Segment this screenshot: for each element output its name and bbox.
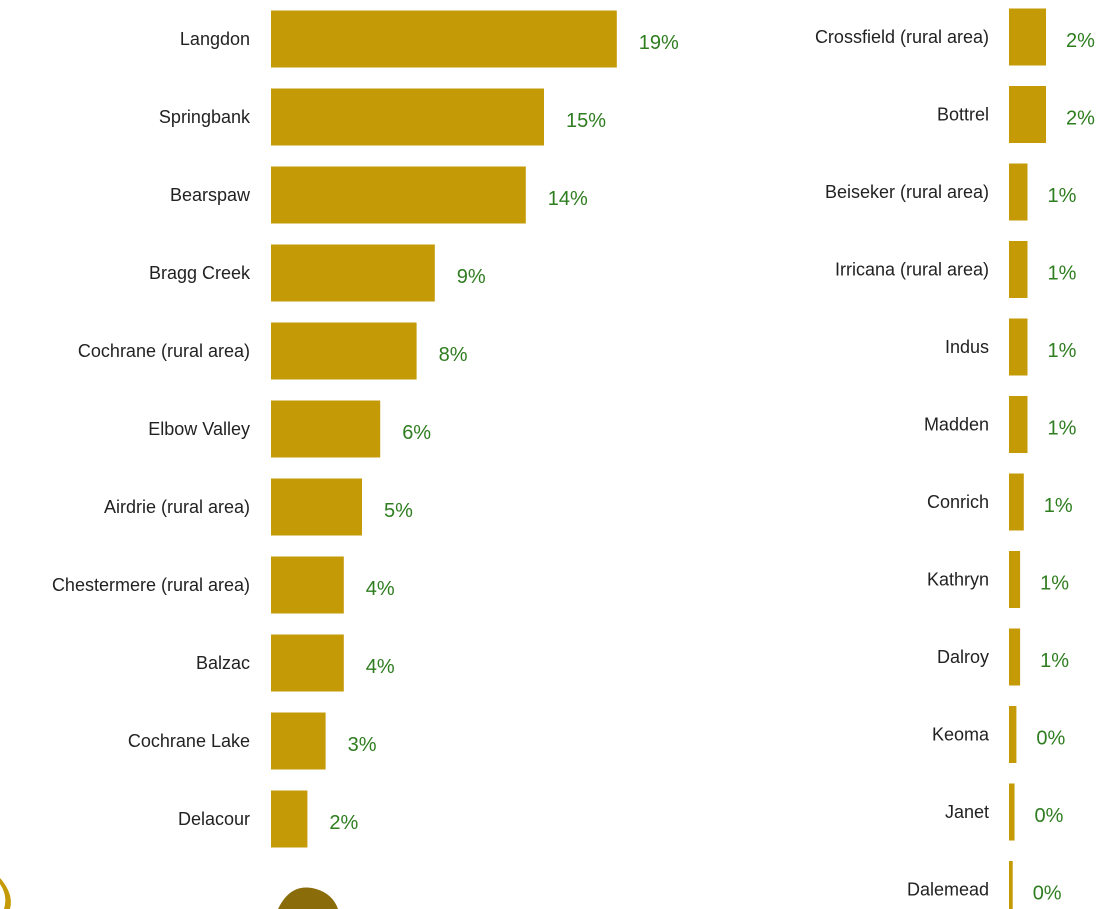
right-bar-chart: Crossfield (rural area) 2% Bottrel 2% Beisek… — [815, 8, 1095, 909]
category-label: Langdon — [180, 29, 250, 49]
bar — [271, 634, 344, 692]
category-label: Madden — [924, 415, 989, 435]
value-label: 6% — [402, 422, 431, 444]
bar — [271, 322, 417, 380]
bar — [1009, 241, 1028, 298]
category-label: Cochrane Lake — [128, 731, 250, 751]
value-label: 2% — [1066, 30, 1095, 52]
decorative-blob-icon — [278, 887, 338, 909]
bar — [1009, 396, 1028, 453]
category-label: Balzac — [196, 653, 250, 673]
bar — [271, 790, 308, 848]
value-label: 1% — [1040, 573, 1069, 595]
category-label: Janet — [945, 802, 989, 822]
value-label: 1% — [1048, 340, 1077, 362]
value-label: 1% — [1044, 495, 1073, 517]
bar — [1009, 473, 1024, 531]
value-label: 19% — [639, 32, 679, 54]
bar — [1009, 706, 1017, 763]
value-label: 1% — [1048, 418, 1077, 440]
category-label: Airdrie (rural area) — [104, 497, 250, 517]
value-label: 0% — [1036, 728, 1065, 750]
category-label: Conrich — [927, 492, 989, 512]
value-label: 8% — [439, 344, 468, 366]
category-label: Cochrane (rural area) — [78, 341, 250, 361]
category-label: Elbow Valley — [148, 419, 250, 439]
value-label: 0% — [1033, 883, 1062, 905]
category-label: Keoma — [932, 725, 990, 745]
category-label: Dalemead — [907, 880, 989, 900]
bar — [271, 88, 544, 146]
bar — [1009, 318, 1028, 376]
bar — [1009, 551, 1021, 608]
category-label: Delacour — [178, 809, 250, 829]
value-label: 3% — [348, 734, 377, 756]
value-label: 2% — [1066, 108, 1095, 130]
value-label: 4% — [366, 578, 395, 600]
category-label: Indus — [945, 337, 989, 357]
value-label: 4% — [366, 656, 395, 678]
value-label: 9% — [457, 266, 486, 288]
value-label: 1% — [1048, 263, 1077, 285]
category-label: Irricana (rural area) — [835, 260, 989, 280]
decorative-leaf-icon — [0, 878, 11, 909]
left-bar-chart: Langdon 19% Springbank 15% Bearspaw 14% Bragg … — [52, 10, 679, 848]
bar — [1009, 861, 1013, 909]
bar — [271, 712, 326, 770]
bar — [1009, 783, 1015, 841]
category-label: Dalroy — [937, 647, 989, 667]
bar — [271, 166, 526, 224]
decorative-shapes — [0, 878, 338, 909]
bar — [271, 556, 344, 614]
value-label: 1% — [1048, 185, 1077, 207]
category-label: Crossfield (rural area) — [815, 27, 989, 47]
bar — [1009, 86, 1046, 143]
bar — [271, 400, 381, 458]
category-label: Bottrel — [937, 105, 989, 125]
value-label: 5% — [384, 500, 413, 522]
value-label: 1% — [1040, 650, 1069, 672]
value-label: 0% — [1035, 805, 1064, 827]
category-label: Beiseker (rural area) — [825, 182, 989, 202]
value-label: 14% — [548, 188, 588, 210]
category-label: Springbank — [159, 107, 251, 127]
category-label: Chestermere (rural area) — [52, 575, 250, 595]
bar — [1009, 163, 1028, 221]
bar — [271, 244, 435, 302]
category-label: Kathryn — [927, 570, 989, 590]
bar — [271, 10, 617, 68]
bar — [1009, 628, 1021, 686]
value-label: 15% — [566, 110, 606, 132]
category-label: Bearspaw — [170, 185, 251, 205]
bar — [1009, 8, 1046, 66]
bar — [271, 478, 362, 536]
category-label: Bragg Creek — [149, 263, 251, 283]
value-label: 2% — [329, 812, 358, 834]
